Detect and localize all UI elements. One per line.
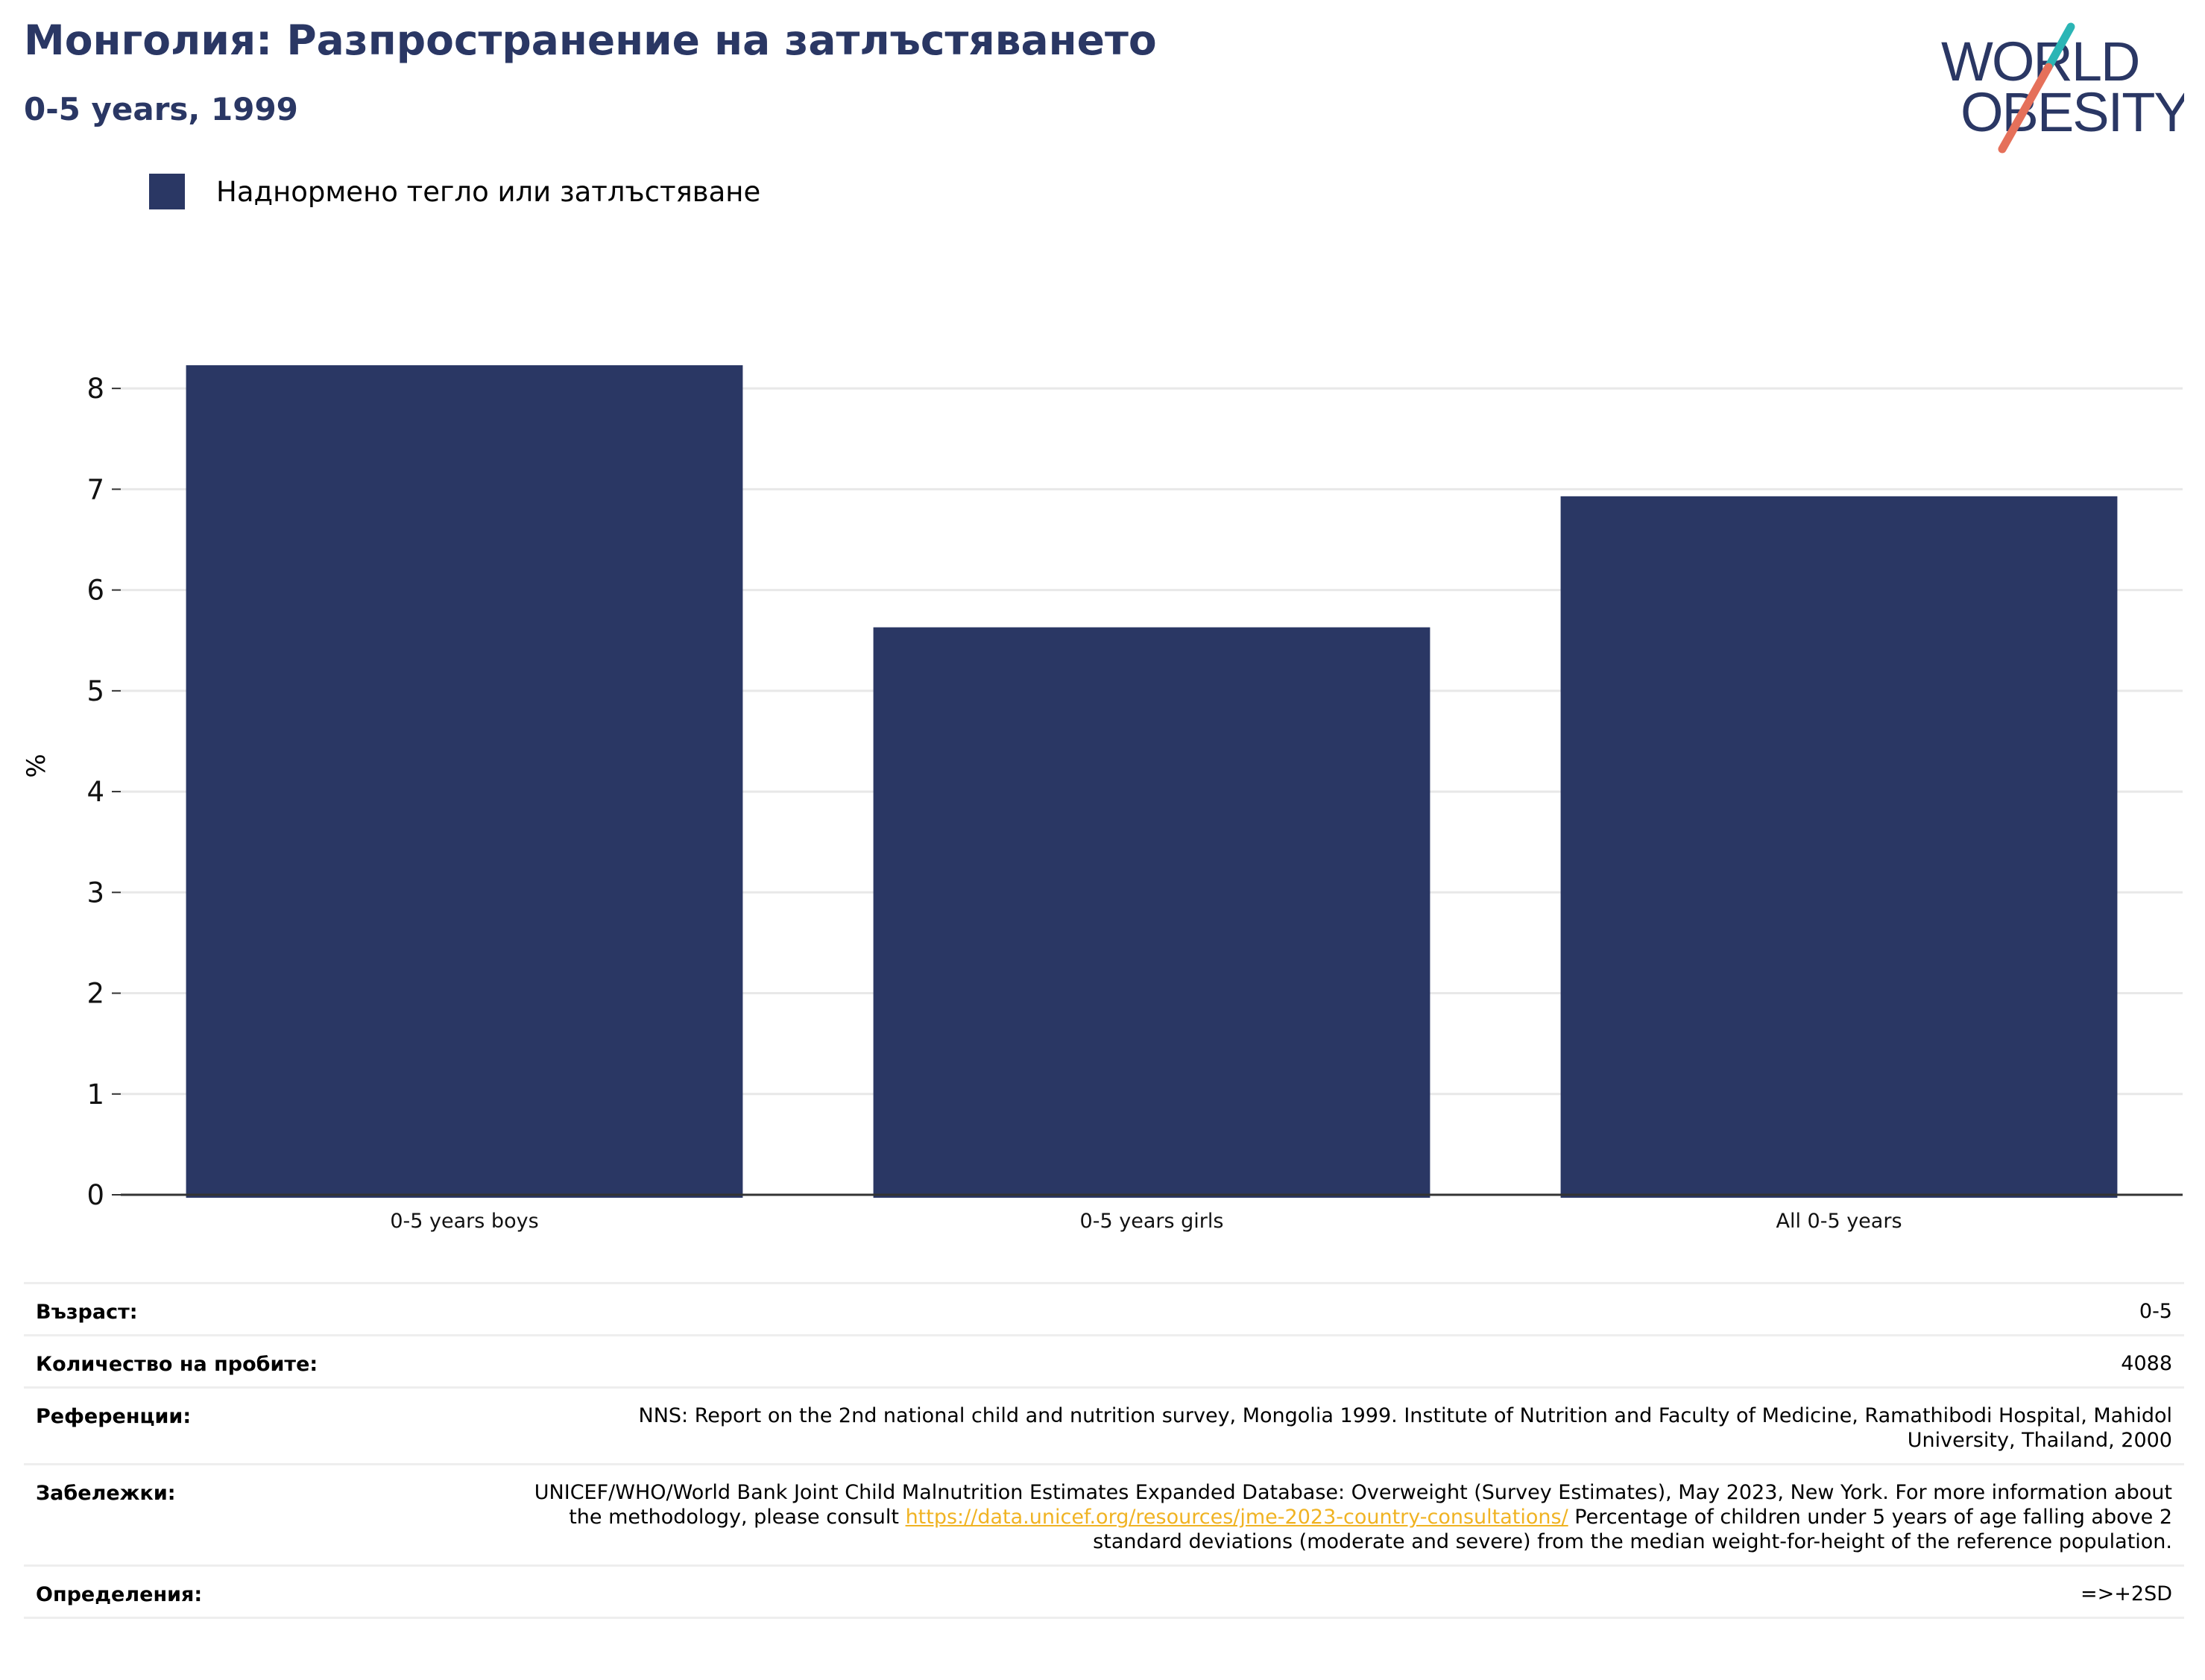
bar <box>873 627 1430 1198</box>
y-tick-label: 2 <box>86 978 104 1010</box>
logo-slash-top <box>2044 22 2075 72</box>
meta-value-age: 0-5 <box>2139 1300 2172 1323</box>
bar <box>186 365 743 1199</box>
notes-methodology-link[interactable]: https://data.unicef.org/resources/jme-20… <box>905 1506 1568 1529</box>
chart-legend: Наднормено тегло или затлъстяване <box>149 173 760 210</box>
legend-label: Наднормено тегло или затлъстяване <box>216 175 761 208</box>
chart-subtitle: 0-5 years, 1999 <box>24 91 298 127</box>
y-tick-label: 6 <box>86 575 104 607</box>
meta-label-sample-size: Количество на пробите: <box>36 1353 318 1376</box>
meta-label-notes: Забележки: <box>36 1482 176 1505</box>
y-tick-label: 3 <box>86 877 104 909</box>
logo-text-obesity: OBESITY <box>1960 81 2184 143</box>
meta-value-sample-size: 4088 <box>2121 1352 2172 1375</box>
x-tick-label: All 0-5 years <box>1776 1210 1902 1233</box>
world-obesity-logo: WORLD OBESITY <box>1941 22 2184 154</box>
metadata-table: Възраст: 0-5 Количество на пробите: 4088… <box>24 1282 2184 1619</box>
meta-row-notes: Забележки: UNICEF/WHO/World Bank Joint C… <box>24 1463 2184 1564</box>
meta-row-age: Възраст: 0-5 <box>24 1282 2184 1334</box>
x-tick-label: 0-5 years boys <box>390 1210 538 1233</box>
meta-label-definitions: Определения: <box>36 1583 203 1606</box>
y-tick-label: 0 <box>86 1179 104 1211</box>
bar <box>1560 496 2118 1198</box>
legend-swatch <box>149 174 185 209</box>
meta-label-references: Референции: <box>36 1405 192 1428</box>
y-tick-label: 8 <box>86 373 104 405</box>
meta-value-definitions: =>+2SD <box>2081 1582 2172 1605</box>
y-tick-label: 7 <box>86 473 104 505</box>
meta-value-notes: UNICEF/WHO/World Bank Joint Child Malnut… <box>532 1480 2172 1554</box>
bar-chart: 0 1 2 3 4 5 6 7 8 0-5 years boys 0-5 years girls Al… <box>22 365 2183 1233</box>
y-tick-label: 1 <box>86 1079 104 1111</box>
meta-row-definitions: Определения: =>+2SD <box>24 1564 2184 1619</box>
notes-text-after: Percentage of children under 5 years of … <box>1093 1506 2172 1553</box>
meta-row-sample-size: Количество на пробите: 4088 <box>24 1334 2184 1386</box>
chart-title: Монголия: Разпространение на затлъстяван… <box>24 16 1157 64</box>
y-axis-label: % <box>22 754 51 777</box>
meta-label-age: Възраст: <box>36 1301 138 1324</box>
meta-value-references: NNS: Report on the 2nd national child an… <box>638 1404 2172 1452</box>
meta-row-references: Референции: NNS: Report on the 2nd natio… <box>24 1386 2184 1463</box>
logo-slash-bottom <box>1998 63 2053 154</box>
y-tick-label: 5 <box>86 675 104 707</box>
notes-text-before: UNICEF/WHO/World Bank Joint Child Malnut… <box>534 1481 2172 1529</box>
y-tick-label: 4 <box>86 776 104 808</box>
x-tick-label: 0-5 years girls <box>1080 1210 1224 1233</box>
